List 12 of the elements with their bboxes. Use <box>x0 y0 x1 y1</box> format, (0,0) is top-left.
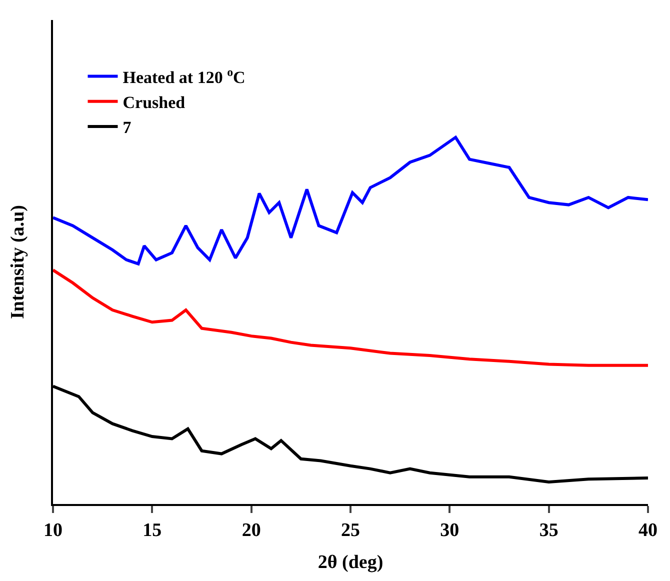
y-axis-title: Intensity (a.u) <box>7 204 28 320</box>
legend-label: 7 <box>122 118 132 138</box>
x-tick-label: 25 <box>341 520 360 541</box>
x-tick-label: 15 <box>142 520 162 541</box>
legend-label: Heated at 120 $^{o}$C <box>122 64 246 87</box>
x-tick-label: 30 <box>440 520 460 541</box>
x-tick-label: 35 <box>539 520 558 541</box>
legend-label: Crushed <box>122 93 186 112</box>
x-tick-label: 40 <box>638 520 658 541</box>
x-axis-title: 2θ (deg) <box>318 552 384 574</box>
x-tick-label: 20 <box>242 520 261 541</box>
x-tick-label: 10 <box>44 520 62 541</box>
